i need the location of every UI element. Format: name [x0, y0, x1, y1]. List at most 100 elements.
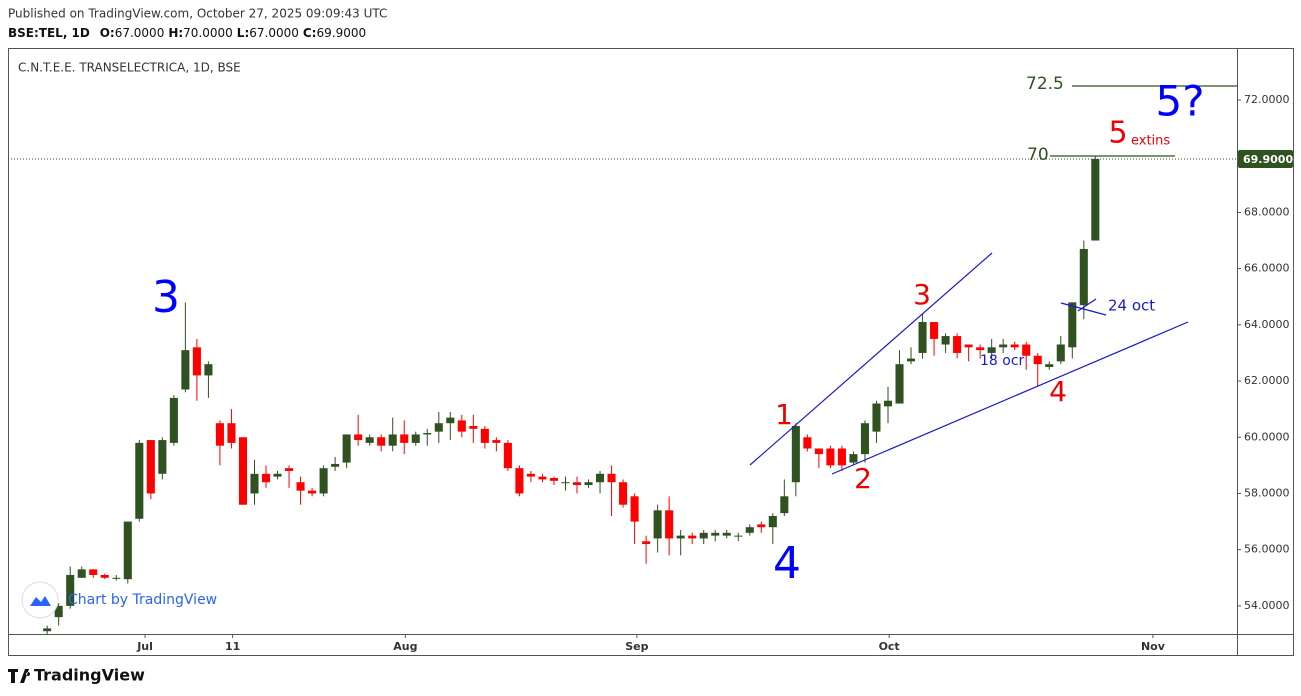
candle-body	[999, 344, 1008, 348]
candle-body	[411, 434, 420, 443]
candle-body	[722, 532, 731, 536]
candle-body	[630, 496, 639, 522]
plot	[43, 156, 1100, 634]
candle-body	[261, 473, 271, 483]
candle-body	[480, 428, 489, 443]
candle-body	[883, 400, 893, 407]
candle-body	[699, 532, 708, 539]
candle-body	[100, 574, 109, 578]
pointer-line	[1060, 302, 1107, 316]
candle-body	[423, 433, 432, 435]
candle-body	[319, 468, 328, 494]
candle-body	[296, 482, 305, 491]
candle-body	[66, 574, 75, 606]
candle-body	[192, 347, 201, 376]
ohlc-key: O:	[100, 26, 115, 40]
candle-body	[538, 476, 547, 480]
candle-body	[169, 397, 178, 443]
candle-body	[734, 535, 743, 537]
y-tick-label: 58.0000	[1244, 486, 1290, 499]
x-tick-label: 11	[225, 640, 240, 653]
candle-body	[814, 448, 823, 455]
published-line: Published on TradingView.com, October 27…	[8, 7, 387, 21]
annotation: 2	[854, 462, 872, 495]
candle-body	[135, 442, 144, 519]
candle-body	[596, 473, 605, 483]
candle-body	[976, 347, 985, 351]
ohlc-value: 70.0000	[183, 26, 233, 40]
candle-body	[250, 473, 259, 494]
candle-body	[941, 336, 950, 345]
annotation: 72.5	[1026, 74, 1064, 94]
candle-body	[803, 437, 812, 449]
annotation: 24 oct	[1108, 297, 1155, 315]
candle-body	[388, 434, 397, 446]
x-tick-label: Oct	[879, 640, 900, 653]
candle-body	[204, 364, 213, 376]
candle-body	[354, 434, 363, 441]
watermark-icon	[30, 596, 51, 606]
candle-body	[342, 434, 351, 463]
last-price-badge	[1238, 150, 1293, 169]
candle-body	[526, 473, 535, 477]
footer-logo	[8, 669, 31, 683]
candle-body	[711, 532, 720, 536]
candle-body	[849, 454, 858, 463]
y-tick-label: 68.0000	[1244, 205, 1290, 218]
candle-body	[676, 535, 685, 539]
ohlc-value: 67.0000	[249, 26, 299, 40]
candle-body	[146, 440, 155, 494]
candle-body	[446, 417, 455, 424]
candle-body	[642, 541, 651, 545]
candle-body	[826, 448, 835, 466]
candle-body	[872, 403, 881, 432]
ohlc-key: L:	[237, 26, 249, 40]
y-tick-label: 66.0000	[1244, 262, 1290, 275]
candle-body	[1079, 248, 1088, 306]
candle-body	[89, 569, 98, 575]
candle-body	[561, 482, 570, 484]
candle-body	[1022, 344, 1031, 356]
candle-body	[607, 473, 616, 483]
y-tick-label: 56.0000	[1244, 543, 1290, 556]
candle-body	[791, 426, 800, 483]
candle-body	[549, 478, 558, 481]
x-tick-label: Jul	[136, 640, 153, 653]
candle-body	[953, 336, 962, 353]
y-tick-label: 64.0000	[1244, 318, 1290, 331]
candle-body	[515, 468, 524, 494]
candle-body	[572, 482, 582, 486]
y-tick-label: 60.0000	[1244, 430, 1290, 443]
last-price-label: 69.9000	[1243, 153, 1293, 166]
annotation: 5?	[1155, 77, 1204, 126]
candle-body	[1068, 302, 1077, 348]
candle-body	[215, 423, 224, 446]
candle-body	[1010, 344, 1019, 348]
candle-body	[377, 437, 386, 446]
candle-body	[400, 434, 409, 443]
candle-body	[112, 577, 121, 579]
annotation: 4	[1049, 375, 1067, 408]
chart-title: C.N.T.E.E. TRANSELECTRICA, 1D, BSE	[18, 61, 241, 75]
candle-body	[584, 482, 593, 486]
annotation: 3	[913, 278, 931, 311]
candle-body	[1056, 344, 1065, 362]
watermark-badge	[21, 581, 59, 619]
candle-body	[768, 515, 777, 528]
candle-body	[860, 423, 869, 455]
candle-body	[457, 420, 466, 432]
candle-body	[158, 440, 167, 474]
annotation: 70	[1027, 145, 1049, 165]
candle-body	[43, 628, 52, 632]
candle-body	[181, 350, 190, 390]
candle-body	[54, 605, 63, 618]
watermark: Chart by TradingView	[68, 592, 217, 608]
candle-body	[238, 437, 248, 505]
trend-line	[749, 252, 993, 466]
candle-body	[757, 524, 766, 528]
candle-body	[77, 569, 86, 578]
footer-brand: TradingView	[34, 666, 145, 685]
candle-body	[123, 521, 132, 580]
